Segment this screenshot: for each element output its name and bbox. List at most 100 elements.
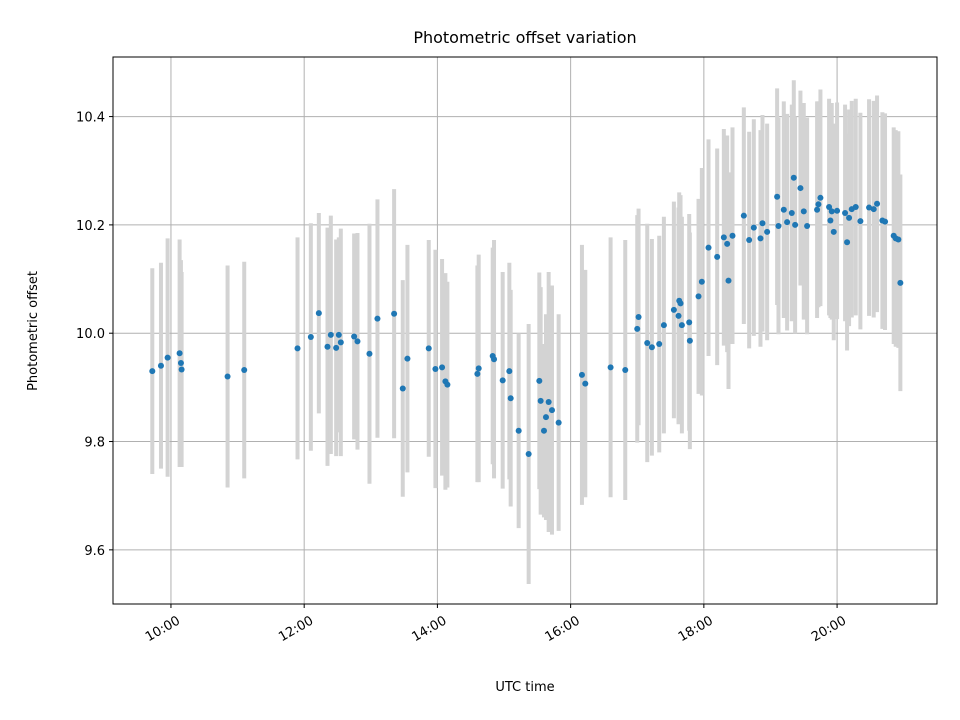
data-point [582, 380, 589, 387]
x-tick-label: 20:00 [809, 613, 849, 645]
y-tick-label: 10.4 [76, 111, 105, 126]
data-point [366, 350, 373, 357]
data-point [491, 356, 498, 363]
data-point [327, 331, 334, 338]
data-point [814, 206, 821, 213]
x-tick-label: 16:00 [543, 613, 583, 645]
data-point [537, 397, 544, 404]
data-point [444, 381, 451, 388]
data-point [788, 209, 795, 216]
data-point [474, 370, 481, 377]
data-point [578, 371, 585, 378]
data-point [425, 345, 432, 352]
x-tick-label: 14:00 [409, 613, 449, 645]
data-point [660, 322, 667, 329]
data-point [224, 373, 231, 380]
data-point [775, 222, 782, 229]
data-point [874, 200, 881, 207]
chart-title: Photometric offset variation [413, 28, 636, 47]
data-point [404, 355, 411, 362]
data-point [705, 244, 712, 251]
data-point [817, 194, 824, 201]
plot-frame [112, 56, 938, 605]
data-point [439, 364, 446, 371]
data-point [540, 427, 547, 434]
data-point [866, 204, 873, 211]
data-point [432, 365, 439, 372]
data-point [507, 395, 514, 402]
data-point [157, 362, 164, 369]
data-point [176, 350, 183, 357]
data-point [644, 339, 651, 346]
data-point [475, 365, 482, 372]
y-tick-label: 10.0 [76, 327, 105, 342]
data-point [335, 331, 342, 338]
x-tick-label: 18:00 [676, 613, 716, 645]
y-tick-label: 9.8 [84, 436, 105, 451]
data-point [750, 224, 757, 231]
data-point [826, 204, 833, 211]
data-point [536, 377, 543, 384]
data-point [729, 232, 736, 239]
data-point [720, 234, 727, 241]
x-tick-label: 12:00 [276, 613, 316, 645]
data-point [545, 398, 552, 405]
data-point [675, 312, 682, 319]
data-point [294, 345, 301, 352]
data-point [635, 313, 642, 320]
data-point [746, 237, 753, 244]
data-points [149, 174, 904, 457]
data-point [815, 201, 822, 208]
data-point [797, 185, 804, 192]
data-point [499, 377, 506, 384]
x-axis-label: UTC time [495, 680, 554, 695]
data-point [656, 341, 663, 348]
data-point [634, 325, 641, 332]
data-point [844, 239, 851, 246]
data-point [792, 221, 799, 228]
data-point [555, 419, 562, 426]
data-point [686, 337, 693, 344]
data-point [882, 218, 889, 225]
data-point [740, 212, 747, 219]
data-point [828, 208, 835, 215]
data-point [857, 218, 864, 225]
data-point [686, 319, 693, 326]
data-point [834, 207, 841, 214]
data-point [714, 253, 721, 260]
data-point [846, 214, 853, 221]
data-point [622, 367, 629, 374]
data-point [178, 366, 185, 373]
data-point [764, 228, 771, 235]
data-point [895, 236, 902, 243]
data-point [177, 359, 184, 366]
data-point [307, 333, 314, 340]
data-point [759, 220, 766, 227]
data-point [677, 300, 684, 307]
error-bars [150, 80, 903, 584]
data-point [827, 217, 834, 224]
data-point [374, 315, 381, 322]
data-point [354, 338, 361, 345]
data-point [399, 385, 406, 392]
data-point [670, 306, 677, 313]
data-point [870, 206, 877, 213]
data-point [548, 407, 555, 414]
data-point [725, 277, 732, 284]
grid-lines [113, 57, 937, 604]
data-point [897, 279, 904, 286]
data-point [790, 174, 797, 181]
data-point [164, 354, 171, 361]
data-point [757, 235, 764, 242]
data-point [804, 222, 811, 229]
data-point [324, 343, 331, 350]
data-point [337, 339, 344, 346]
data-point [852, 204, 859, 211]
data-point [607, 364, 614, 371]
data-point [780, 206, 787, 213]
data-point [678, 322, 685, 329]
x-tick-label: 10:00 [143, 613, 183, 645]
data-point [842, 209, 849, 216]
data-point [784, 219, 791, 226]
